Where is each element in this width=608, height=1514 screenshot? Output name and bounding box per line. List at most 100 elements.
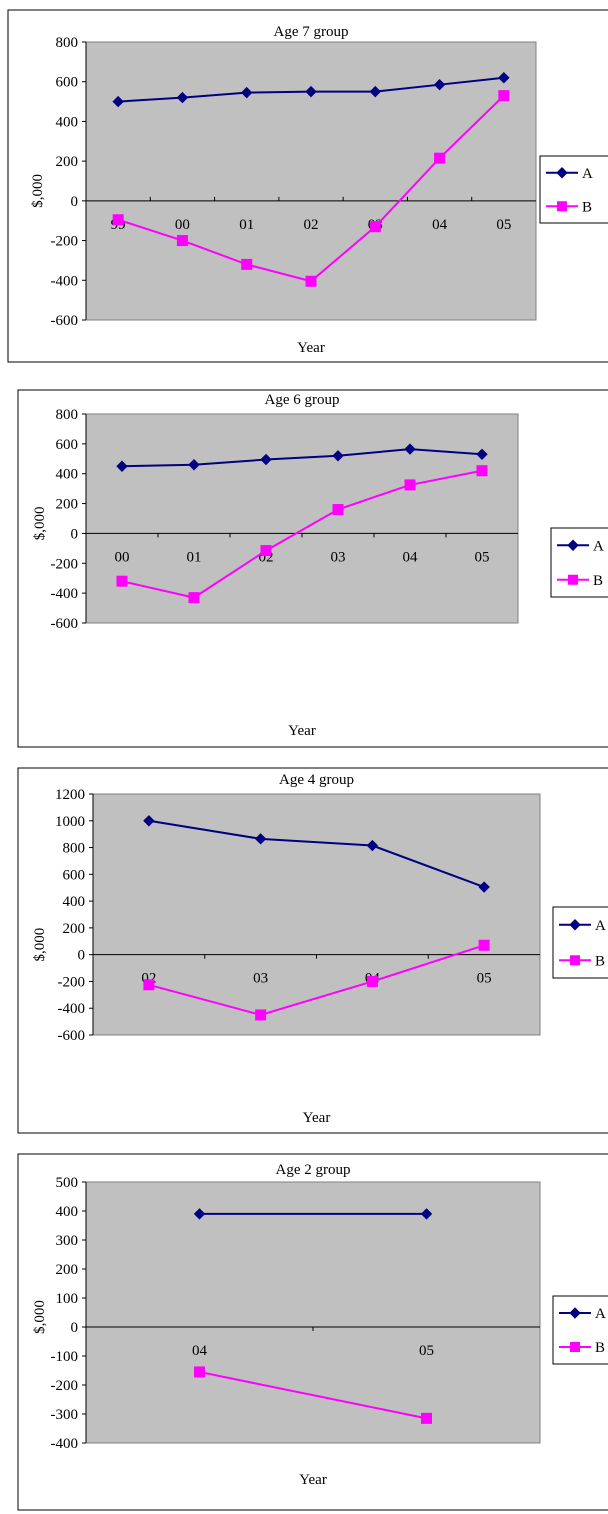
y-tick-label: -200 [51,1378,79,1394]
data-point-B [404,479,416,491]
data-point-A [188,459,200,471]
y-tick-label: -400 [51,273,79,289]
data-point-A [143,815,155,827]
legend-marker-B [570,955,580,966]
y-tick-label: -400 [51,586,79,602]
y-tick-label: 600 [56,437,79,453]
chart-4: -400 -300 -200 -100 0 100 200 300 400 500 04 05 Age … [17,1153,608,1511]
x-axis-label: Year [288,723,316,739]
legend-label-A: A [595,918,606,934]
chart-3: -600-400-2000200400600800100012000203040… [17,767,608,1134]
x-axis-label: Year [299,1472,327,1488]
legend: AB [552,906,608,979]
series-line-B [199,1370,427,1420]
y-tick-label: -600 [51,616,79,632]
y-tick-label: 400 [63,894,86,910]
y-tick-label: 200 [56,1262,79,1278]
y-tick-label: 600 [56,75,79,91]
legend: AB [539,155,608,224]
y-tick-label: -300 [51,1407,79,1423]
data-point-A [116,460,128,472]
data-point-B [421,1412,432,1424]
y-tick-label: -400 [51,1436,79,1452]
y-tick-label: -600 [51,313,79,329]
y-tick-label: 200 [63,921,86,937]
legend-box [552,906,608,979]
x-tick-label: 05 [496,217,511,233]
data-point-A [478,881,490,893]
series-line-A [121,448,483,468]
y-tick-label: 0 [71,1320,79,1336]
x-axis-label: Year [303,1110,331,1126]
legend: AB [550,527,608,598]
x-tick-label: 05 [477,971,492,987]
y-tick-label: 800 [56,407,79,423]
data-point-B [305,275,317,287]
chart-1: -600-400-200020040060080099000102030405A… [7,9,608,363]
x-tick-label: 03 [331,549,346,565]
y-tick-label: 300 [56,1233,79,1249]
y-tick-label: 400 [56,1204,79,1220]
legend-label-B: B [593,573,603,589]
data-point-B [366,975,378,987]
chart-title: Age 2 group [276,1162,351,1178]
y-tick-label: 1200 [55,787,85,803]
x-tick-label: 04 [192,1343,208,1359]
data-point-B [478,939,490,951]
legend-box [550,527,608,598]
series-line-B [148,944,485,1016]
data-point-B [260,545,272,557]
y-tick-label: 600 [63,867,86,883]
x-tick-label: 04 [403,549,419,565]
legend-label-A: A [582,166,593,182]
y-tick-label: -200 [51,234,79,250]
chart-title: Age 4 group [279,772,354,788]
legend-label-B: B [595,1340,605,1356]
y-tick-label: 0 [71,526,79,542]
y-tick-label: 200 [56,154,79,170]
y-tick-label: 200 [56,497,79,513]
y-tick-label: -400 [58,1001,86,1017]
data-point-A [305,85,317,98]
legend-label-A: A [593,538,604,554]
legend-marker-A [567,539,579,551]
y-tick-label: 400 [56,114,79,130]
data-point-A [176,91,189,104]
plot-area [85,413,519,624]
x-tick-label: 02 [304,217,319,233]
data-point-B [116,575,128,587]
data-point-A [332,450,344,462]
y-tick-label: 0 [78,948,86,964]
x-tick-label: 01 [187,549,202,565]
chart-title: Age 7 group [274,24,349,40]
data-point-A [112,95,124,108]
x-tick-label: 03 [253,971,268,987]
legend-marker-A [569,1307,581,1319]
data-point-A [254,833,267,845]
data-point-B [176,235,188,247]
legend-label-B: B [595,953,605,969]
data-point-B [332,504,344,516]
y-tick-label: 1000 [55,814,85,830]
legend-marker-A [569,919,581,931]
legend-marker-B [557,201,567,212]
x-tick-label: 05 [419,1343,434,1359]
x-axis-label: Year [297,340,325,356]
legend-marker-B [570,1342,580,1352]
y-axis-label: $,000 [32,928,48,962]
x-tick-label: 00 [175,217,190,233]
x-tick-label: 01 [239,217,254,233]
data-point-A [193,1208,206,1220]
data-point-A [498,72,510,84]
y-tick-label: -100 [51,1349,79,1365]
series-line-B [121,469,483,599]
data-point-A [404,443,416,455]
y-tick-label: 0 [71,194,79,210]
data-point-B [241,258,253,270]
y-tick-label: 800 [63,841,86,857]
y-tick-label: 500 [56,1175,79,1191]
y-tick-label: 400 [56,467,79,483]
x-tick-label: 04 [432,217,448,233]
data-point-B [194,1366,205,1378]
